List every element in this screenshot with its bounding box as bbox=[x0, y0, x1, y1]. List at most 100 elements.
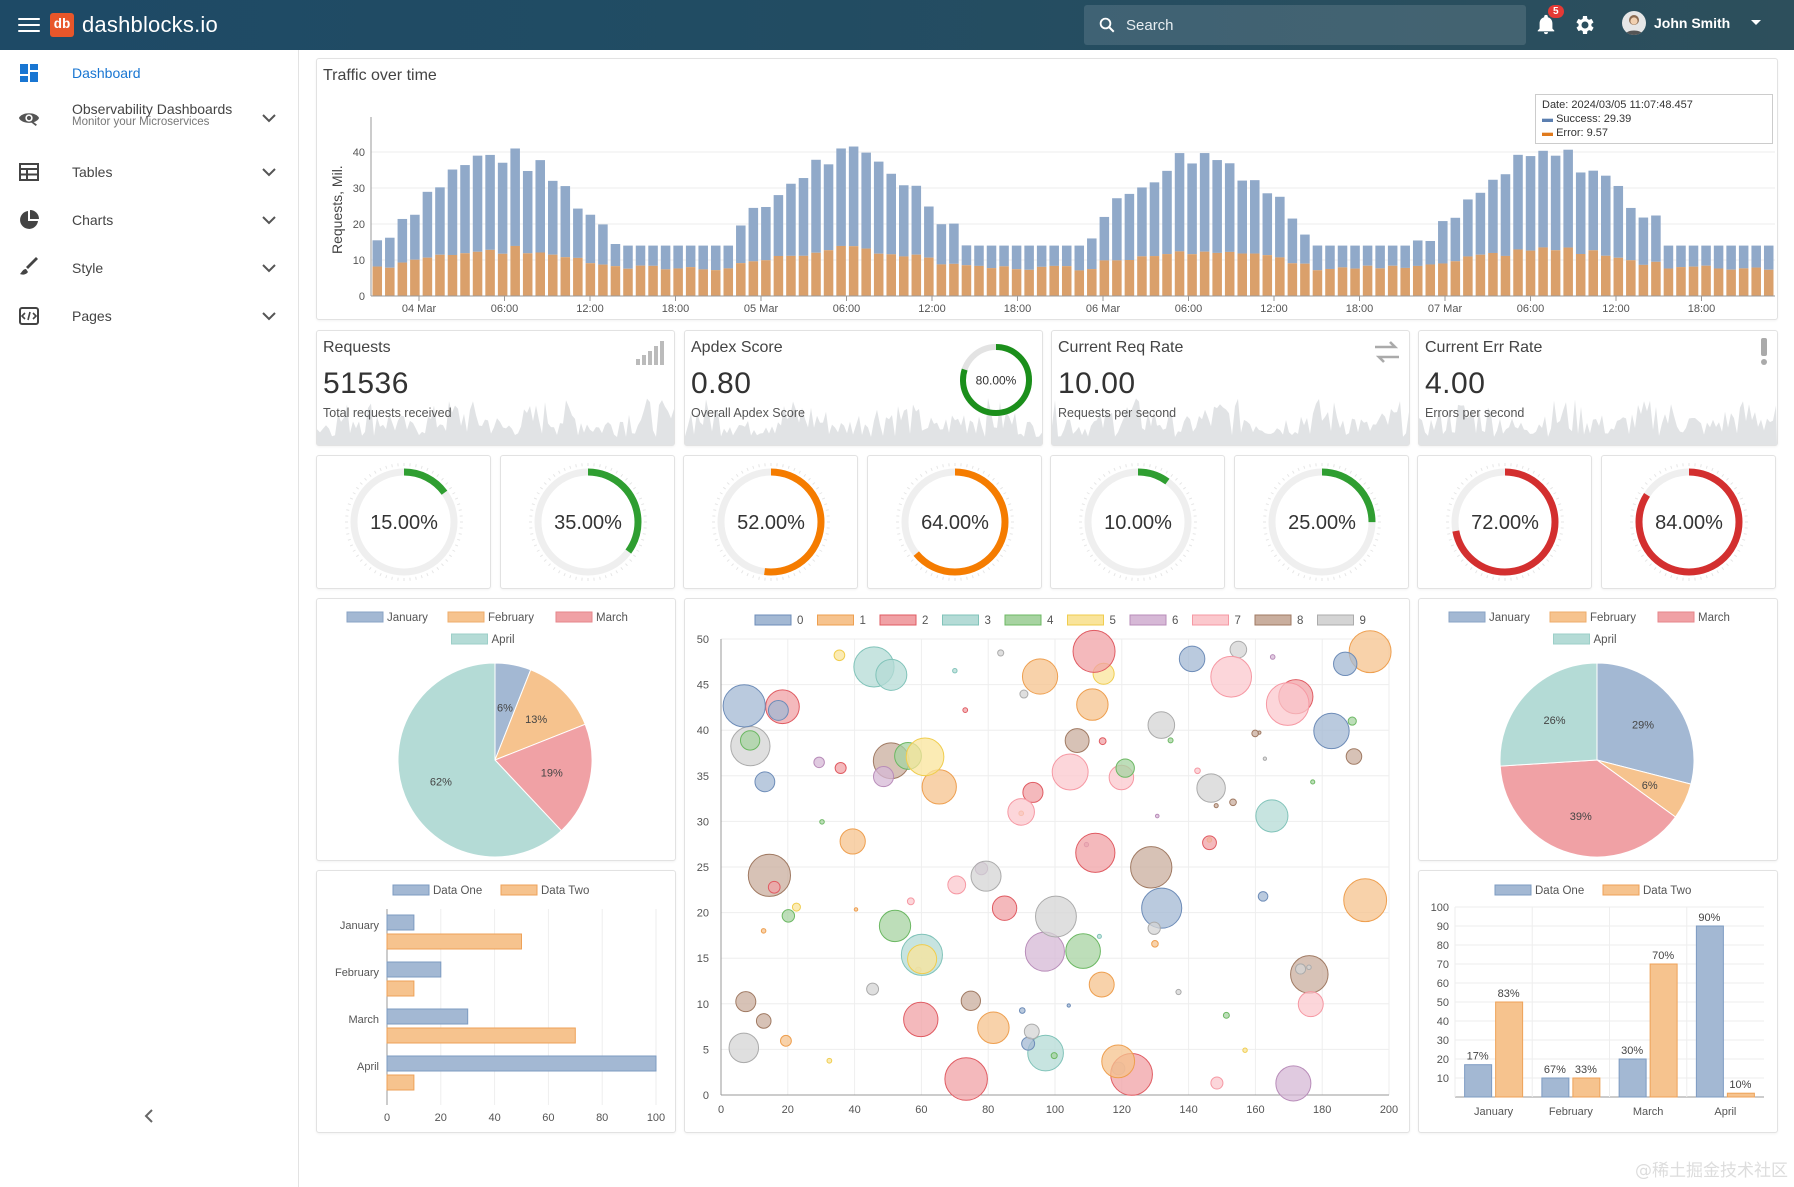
gear-icon[interactable] bbox=[1573, 13, 1597, 37]
slice-label: 29% bbox=[1632, 719, 1654, 731]
error-bar bbox=[372, 266, 383, 296]
sidebar-item-charts[interactable]: Charts bbox=[0, 197, 299, 243]
success-bar bbox=[460, 165, 470, 254]
success-bar bbox=[660, 245, 671, 270]
bubble bbox=[1076, 688, 1109, 721]
gauge-value: 35.00% bbox=[554, 512, 622, 534]
search-input[interactable] bbox=[1126, 16, 1506, 34]
gauge-tick bbox=[574, 464, 577, 468]
gauge-tick bbox=[604, 575, 607, 579]
success-bar bbox=[748, 207, 759, 262]
gauge-tick bbox=[735, 567, 739, 571]
sidebar-item-pages[interactable]: Pages bbox=[0, 293, 299, 339]
error-bar bbox=[1688, 266, 1699, 296]
sidebar-item-style[interactable]: Style bbox=[0, 245, 299, 291]
gauge-tick bbox=[642, 509, 646, 511]
slice-label: 62% bbox=[430, 776, 452, 788]
gauge-tick bbox=[640, 503, 644, 506]
gauge-tick bbox=[359, 482, 363, 485]
gauge-tick bbox=[1154, 465, 1157, 469]
legend-label: 0 bbox=[797, 615, 803, 627]
sidebar-item-observability[interactable]: Observability Dashboards Monitor your Mi… bbox=[0, 90, 299, 146]
gauge-tick bbox=[1634, 544, 1638, 547]
bar bbox=[386, 1008, 469, 1025]
legend-label: 2 bbox=[922, 615, 928, 627]
bar-label: 90% bbox=[1698, 912, 1720, 924]
error-bar bbox=[510, 245, 520, 296]
gauge-tick bbox=[1183, 554, 1187, 558]
pie-chart[interactable]: January February March April 6% 13% 19% 62% bbox=[317, 599, 675, 860]
bubble bbox=[754, 771, 776, 793]
pie-chart[interactable]: January February March April 29% 6% 39% 26% bbox=[1419, 599, 1777, 860]
pie-slice bbox=[1499, 759, 1677, 858]
kpi-value: 10.00 bbox=[1058, 367, 1136, 400]
success-bar bbox=[1174, 153, 1185, 252]
bubble bbox=[813, 756, 825, 769]
vertical-bar-chart[interactable]: Data One Data Two 100 90 80 70 60 50 40 30 20 10 Jan… bbox=[1419, 871, 1777, 1132]
bell-icon[interactable] bbox=[1535, 13, 1557, 37]
gauge-tick bbox=[1007, 538, 1011, 541]
traffic-card: Traffic over time Requests, Mil. 40 30 20 1… bbox=[316, 58, 1778, 320]
success-bar bbox=[648, 245, 658, 266]
error-bar bbox=[1074, 270, 1085, 296]
sidebar-item-dashboard[interactable]: Dashboard bbox=[0, 50, 299, 96]
success-bar bbox=[798, 178, 809, 256]
gauge-tick bbox=[1456, 554, 1460, 558]
menu-icon[interactable] bbox=[18, 14, 40, 36]
bubble bbox=[1313, 712, 1350, 750]
gauge-tick bbox=[1699, 576, 1702, 580]
table-icon bbox=[18, 161, 40, 183]
gauge-tick bbox=[1741, 538, 1745, 541]
user-menu[interactable]: John Smith bbox=[1622, 11, 1762, 35]
traffic-chart[interactable]: 40 30 20 10 0 04 Mar 06:00 12:00 18:00 05 Mar 06:0… bbox=[317, 59, 1777, 321]
gauge-tick bbox=[568, 575, 571, 579]
y-tick-label: 50 bbox=[697, 634, 709, 646]
kpi-value: 51536 bbox=[323, 367, 409, 400]
success-bar bbox=[873, 161, 884, 254]
sidebar-item-tables[interactable]: Tables bbox=[0, 149, 299, 195]
gauge-tick bbox=[982, 570, 985, 574]
error-bar bbox=[1463, 256, 1473, 296]
bubble bbox=[1066, 1003, 1071, 1008]
gauge-tick bbox=[346, 533, 350, 535]
gauge-tick bbox=[1453, 549, 1457, 552]
success-bar bbox=[1275, 196, 1285, 258]
error-bar bbox=[1651, 261, 1661, 296]
horizontal-bar-chart[interactable]: Data One Data Two 0 20 40 60 80 100 January Febru… bbox=[317, 871, 675, 1132]
gauge-tick bbox=[722, 554, 726, 558]
x-tick-label: 06 Mar bbox=[1086, 303, 1121, 315]
legend-swatch bbox=[1254, 614, 1292, 626]
gauge-tick bbox=[1739, 497, 1743, 500]
gauge-tick bbox=[1286, 473, 1289, 477]
gauge-chart: 72.00% bbox=[1446, 463, 1564, 581]
bar-label: 10% bbox=[1729, 1079, 1751, 1091]
gauge-tick bbox=[574, 576, 577, 580]
gauge-tick bbox=[1736, 549, 1740, 552]
gauge-tick bbox=[1338, 465, 1341, 469]
gauge-tick bbox=[1532, 570, 1535, 574]
bubble bbox=[875, 658, 908, 691]
gauge-tick bbox=[391, 576, 393, 580]
gauge-tick bbox=[1546, 559, 1550, 562]
y-tick-label: 60 bbox=[1437, 978, 1449, 990]
error-bar bbox=[1450, 261, 1461, 296]
chevron-left-icon[interactable] bbox=[144, 1108, 154, 1124]
error-bar bbox=[472, 251, 483, 296]
error-bar bbox=[548, 254, 558, 296]
error-bar bbox=[723, 268, 734, 296]
gauge-tick bbox=[971, 465, 974, 469]
bubble-chart[interactable]: 0 1 2 3 4 5 6 7 8 90 20 40 60 80 100 120 140 160 180 200504… bbox=[685, 599, 1409, 1132]
gauge-tick bbox=[898, 503, 902, 506]
pie-icon bbox=[18, 209, 40, 231]
success-bar bbox=[936, 224, 947, 265]
y-tick-label: 15 bbox=[697, 953, 709, 965]
search-box[interactable] bbox=[1084, 5, 1526, 45]
gauge-tick bbox=[1263, 509, 1267, 511]
success-bar bbox=[1250, 180, 1260, 254]
logo[interactable]: db dashblocks.io bbox=[50, 12, 218, 38]
gauge-tick bbox=[1721, 567, 1724, 571]
sidebar-item-label: Observability Dashboards bbox=[72, 101, 233, 117]
legend-swatch bbox=[942, 614, 979, 626]
gauge-tick bbox=[1089, 486, 1093, 490]
x-tick-label: 12:00 bbox=[576, 303, 604, 315]
